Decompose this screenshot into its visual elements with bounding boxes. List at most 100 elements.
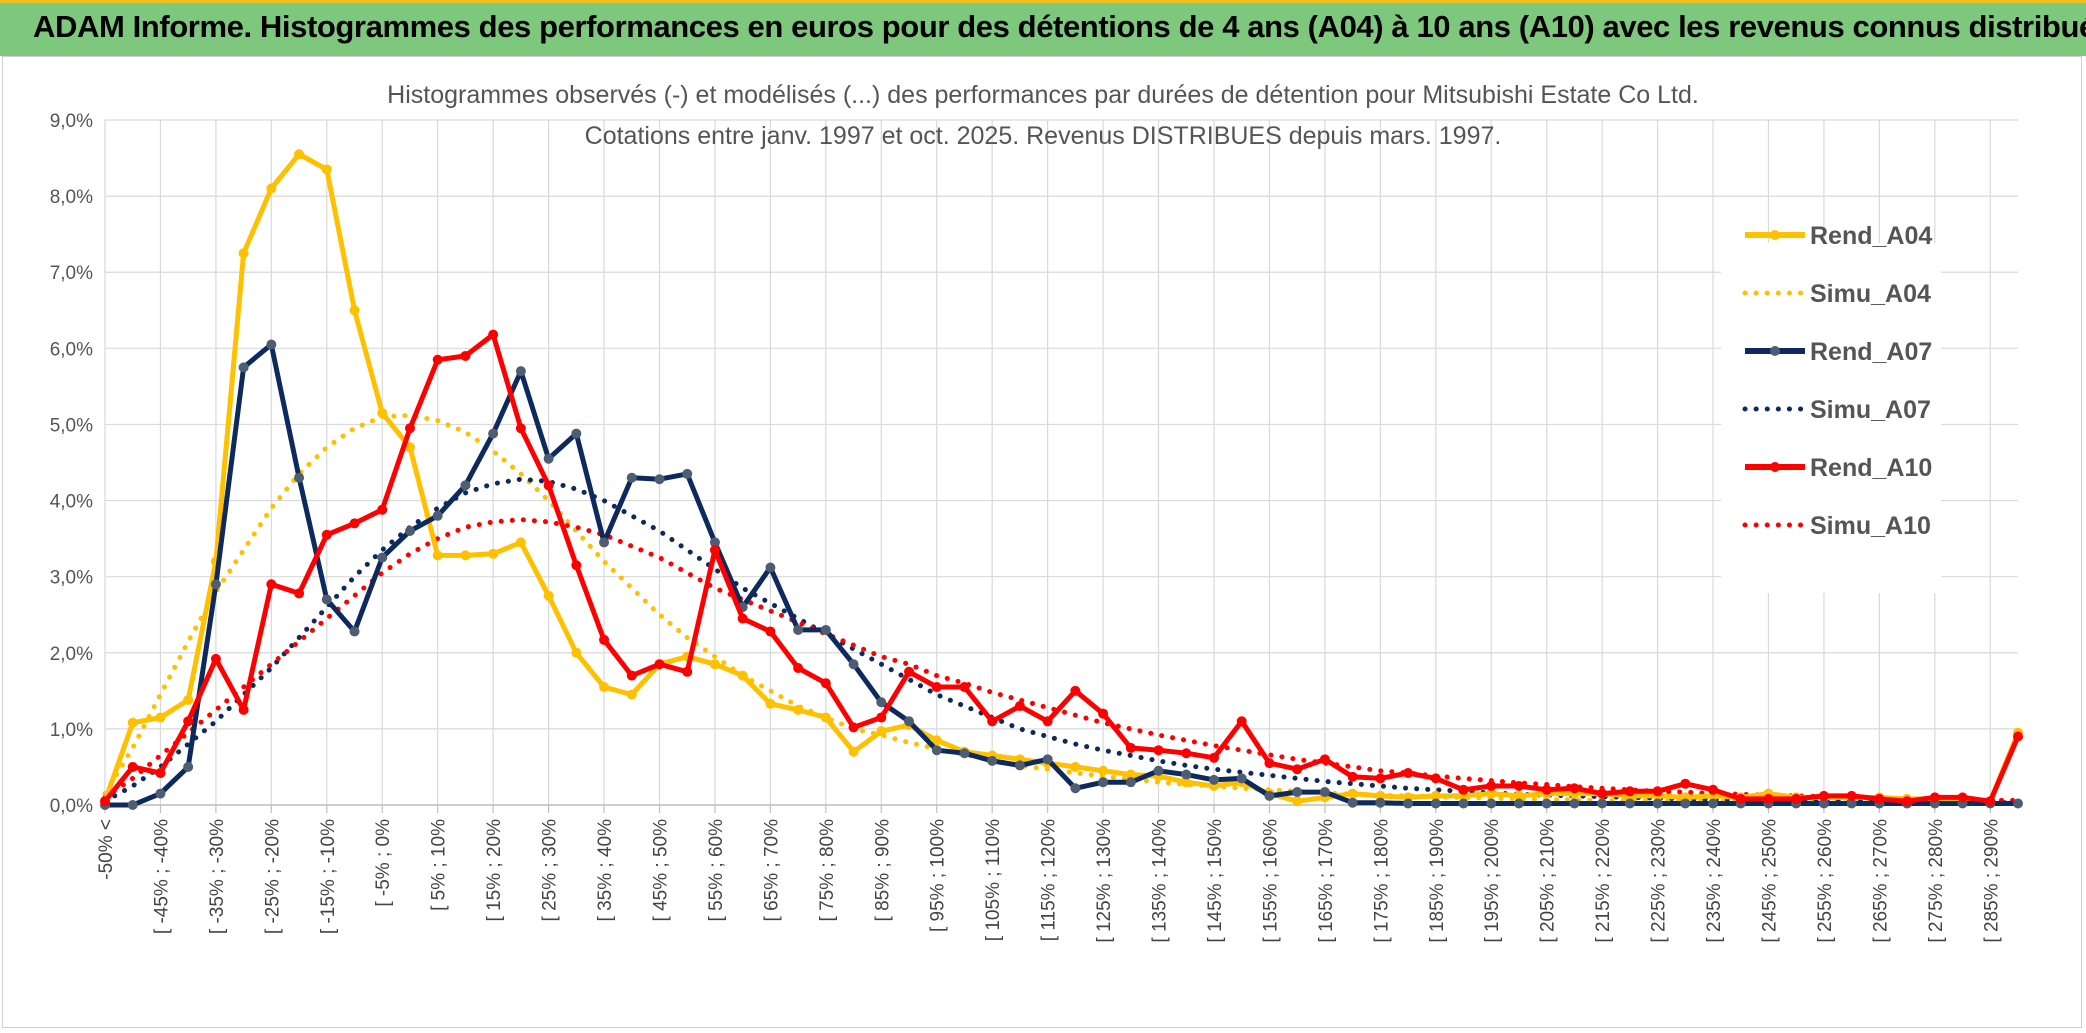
rend-a07-marker [571, 428, 582, 439]
y-tick-label: 6,0% [50, 339, 93, 360]
rend-a10-marker [1957, 792, 1968, 803]
rend-a07-marker [1042, 754, 1053, 765]
x-tick-label: [ 285% ; 290% [1981, 819, 2002, 943]
rend-a04-line [102, 151, 2021, 804]
rend-a07-marker [1153, 765, 1164, 776]
x-tick-label: [ 275% ; 280% [1926, 819, 1947, 943]
rend-a07-marker [1236, 773, 1247, 784]
x-tick-label: [ 265% ; 270% [1870, 819, 1891, 943]
rend-a10-line [103, 332, 2021, 804]
x-tick-label: [ 165% ; 170% [1316, 819, 1337, 943]
rend-a10-marker [1818, 790, 1829, 801]
x-tick-label: [ 95% ; 100% [928, 819, 949, 932]
rend-a04-marker [571, 647, 582, 658]
x-tick-label: [ 25% ; 30% [540, 819, 561, 922]
rend-a04-marker [931, 735, 942, 746]
axes: 0,0% 1,0% 2,0% 3,0% 4,0% 5,0% 6,0% 7,0% 8,0% 9,0%… [50, 111, 2018, 943]
rend-a07-marker [210, 579, 221, 590]
rend-a07-marker [1264, 790, 1275, 801]
rend-a10-marker [210, 653, 221, 664]
rend-a10-marker [876, 712, 887, 723]
y-tick-label: 9,0% [50, 111, 93, 132]
rend-a04-marker [1430, 790, 1441, 801]
legend: Rend_A04 Simu_A04 Rend_A07 Simu_A07 Rend_A10… [1742, 222, 1932, 540]
rend-a10-marker [1236, 716, 1247, 727]
chart-frame: 0,0% 1,0% 2,0% 3,0% 4,0% 5,0% 6,0% 7,0% 8,0% 9,0%… [2, 56, 2082, 1028]
rend-a07-marker [987, 755, 998, 766]
rend-a04-marker [1513, 790, 1524, 801]
rend-a04-marker [1347, 788, 1358, 799]
rend-a10-marker [238, 704, 249, 715]
rend-a10-marker [599, 634, 610, 645]
chart-subtitle: Cotations entre janv. 1997 et oct. 2025.… [585, 122, 1502, 150]
rend-a10-marker [737, 613, 748, 624]
rend-a10-marker [571, 560, 582, 571]
rend-a10-marker [1486, 780, 1497, 791]
x-tick-label: [ 65% ; 70% [761, 819, 782, 922]
rend-a04-marker [599, 682, 610, 693]
rend-a07-marker [682, 468, 693, 479]
rend-a04-marker [1070, 761, 1081, 772]
rend-a07-marker [1541, 798, 1552, 809]
rend-a10-marker [1014, 701, 1025, 712]
rend-a10-marker [1513, 780, 1524, 791]
y-tick-label: 5,0% [50, 415, 93, 436]
rend-a07-marker [1208, 774, 1219, 785]
rend-a10-marker [1763, 793, 1774, 804]
x-tick-label: [ 85% ; 90% [872, 819, 893, 922]
rend-a04-marker [709, 659, 720, 670]
rend-a04-marker [321, 164, 332, 175]
x-tick-label: [ 215% ; 220% [1593, 819, 1614, 943]
rend-a07-marker [793, 624, 804, 635]
x-tick-label: [ 105% ; 110% [983, 819, 1004, 941]
rend-a07-marker [848, 659, 859, 670]
rend-a07-marker [904, 716, 915, 727]
rend-a07-marker [820, 624, 831, 635]
rend-a10-marker [987, 716, 998, 727]
rend-a07-marker [1014, 760, 1025, 771]
rend-a10-marker [1125, 742, 1136, 753]
rend-a04-marker [626, 689, 637, 700]
y-tick-label: 2,0% [50, 644, 93, 665]
legend-marker-rend-a04 [1770, 230, 1780, 240]
rend-a04-marker [432, 550, 443, 561]
series-lines [100, 149, 2023, 810]
rend-a07-marker [1403, 798, 1414, 809]
rend-a10-marker [793, 663, 804, 673]
rend-a07-marker [709, 537, 720, 548]
rend-a07-marker [238, 362, 249, 373]
rend-a04-marker [848, 746, 859, 757]
rend-a04-marker [1181, 777, 1192, 788]
rend-a10-marker [377, 504, 388, 515]
x-tick-label: [ 155% ; 160% [1260, 819, 1281, 943]
legend-label-rend-a07: Rend_A07 [1810, 338, 1932, 366]
rend-a10-marker [1042, 716, 1053, 727]
x-tick-label: [ 75% ; 80% [817, 819, 838, 922]
rend-a10-marker [1569, 783, 1580, 794]
rend-a10-marker [1319, 754, 1330, 765]
rend-a07-marker [1708, 798, 1719, 809]
y-tick-label: 7,0% [50, 263, 93, 284]
rend-a10-marker [1430, 773, 1441, 784]
rend-a10-marker [709, 545, 720, 556]
rend-a10-marker [1624, 786, 1635, 797]
x-tick-label: [ 115% ; 120% [1039, 819, 1060, 941]
rend-a07-marker [931, 745, 942, 756]
x-tick-label: [ 145% ; 150% [1205, 819, 1226, 943]
rend-a10-marker [1735, 793, 1746, 804]
rend-a07-marker [1652, 798, 1663, 809]
rend-a07-marker [654, 474, 665, 485]
rend-a10-marker [404, 423, 415, 434]
rend-a04-marker [1486, 788, 1497, 799]
rend-a07-marker [127, 800, 138, 810]
rend-a07-marker [1125, 777, 1136, 788]
rend-a07-line [105, 342, 2018, 808]
rend-a10-marker [931, 682, 942, 693]
rend-a07-marker [765, 562, 776, 573]
rend-a10-marker [1264, 758, 1275, 769]
rend-a10-marker [155, 768, 166, 779]
y-tick-label: 1,0% [50, 720, 93, 741]
rend-a10-marker [1347, 771, 1358, 782]
x-tick-label: [ -25% ; -20% [262, 819, 283, 934]
rend-a07-marker [1347, 797, 1358, 808]
